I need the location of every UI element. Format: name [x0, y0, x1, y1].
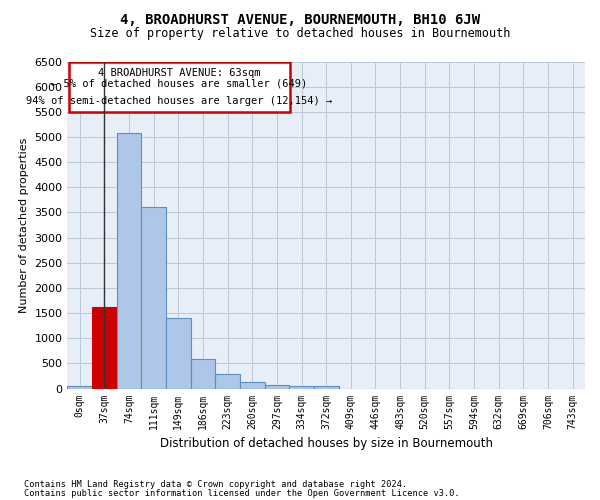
Bar [142, 208, 166, 388]
Bar [265, 384, 289, 388]
Text: Contains HM Land Registry data © Crown copyright and database right 2024.: Contains HM Land Registry data © Crown c… [24, 480, 407, 489]
Text: 4, BROADHURST AVENUE, BOURNEMOUTH, BH10 6JW: 4, BROADHURST AVENUE, BOURNEMOUTH, BH10 … [120, 12, 480, 26]
Y-axis label: Number of detached properties: Number of detached properties [19, 138, 29, 312]
Bar [191, 360, 215, 388]
Text: Contains public sector information licensed under the Open Government Licence v3: Contains public sector information licen… [24, 489, 460, 498]
FancyBboxPatch shape [68, 62, 290, 112]
Bar [240, 382, 265, 388]
Bar [215, 374, 240, 388]
X-axis label: Distribution of detached houses by size in Bournemouth: Distribution of detached houses by size … [160, 437, 493, 450]
Bar [289, 386, 314, 388]
Text: Size of property relative to detached houses in Bournemouth: Size of property relative to detached ho… [90, 28, 510, 40]
Bar [92, 306, 116, 388]
Text: 4 BROADHURST AVENUE: 63sqm: 4 BROADHURST AVENUE: 63sqm [98, 68, 261, 78]
Bar [314, 386, 338, 388]
Bar [67, 386, 92, 388]
Text: ← 5% of detached houses are smaller (649): ← 5% of detached houses are smaller (649… [52, 78, 308, 88]
Text: 94% of semi-detached houses are larger (12,154) →: 94% of semi-detached houses are larger (… [26, 96, 332, 106]
Bar [116, 133, 142, 388]
Bar [166, 318, 191, 388]
